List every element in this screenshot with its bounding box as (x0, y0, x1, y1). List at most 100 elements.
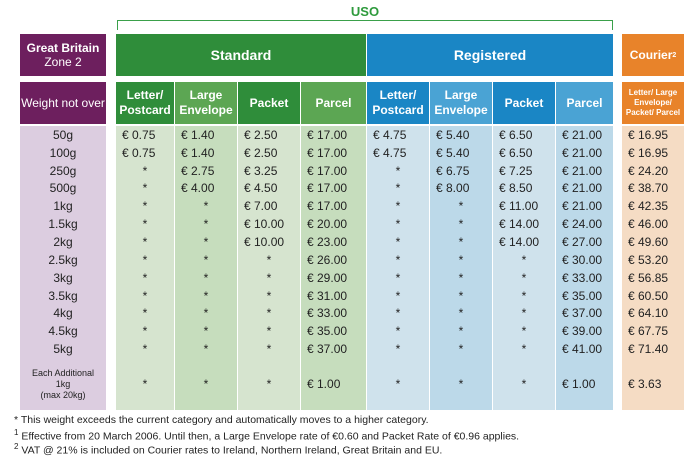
standard-packet-cell: * (266, 342, 272, 357)
registered-large-cell: * (458, 199, 464, 214)
courier-cell: € 46.00 (628, 217, 669, 232)
courier-cell: € 16.95 (628, 145, 669, 160)
registered-parcel-cell: € 24.00 (562, 217, 603, 232)
standard-large-cell: * (203, 306, 209, 321)
registered-packet-cell: € 14.00 (499, 234, 540, 249)
registered-packet-cell: * (521, 324, 527, 339)
standard-header: Standard (116, 34, 366, 76)
zone-header: Great Britain Zone 2 (20, 34, 106, 76)
standard-letter-cell: * (142, 270, 148, 285)
standard-packet-additional-cell: * (266, 377, 272, 391)
additional-label-line3: (max 20kg) (40, 389, 86, 400)
weight-cell: 4kg (53, 306, 73, 321)
courier-cell: € 49.60 (628, 234, 669, 249)
zone-subtitle: Zone 2 (44, 55, 82, 69)
standard-packet-cell: € 10.00 (244, 234, 285, 249)
standard-large-cell: € 1.40 (181, 127, 215, 142)
standard-packet-cell: * (266, 288, 272, 303)
standard-large-cell: € 1.40 (181, 145, 215, 160)
registered-packet-cell: € 14.00 (499, 217, 540, 232)
standard-parcel-cell: € 29.00 (307, 270, 348, 285)
standard-packet-cell: € 2.50 (244, 145, 278, 160)
standard-large-cell: * (203, 199, 209, 214)
registered-packet-cell: € 6.50 (499, 145, 533, 160)
subheader-standard-parcel: Parcel (301, 82, 366, 124)
standard-letter-cell: € 0.75 (122, 127, 156, 142)
registered-packet-cell: * (521, 288, 527, 303)
subheader-registered-parcel: Parcel (556, 82, 613, 124)
standard-parcel-cell: € 31.00 (307, 288, 348, 303)
registered-packet-cell: * (521, 306, 527, 321)
registered-packet-cell: * (521, 342, 527, 357)
weight-header: Weight not over (20, 82, 106, 124)
registered-letter-cell: € 4.75 (373, 145, 407, 160)
standard-letter-cell: * (142, 306, 148, 321)
standard-packet-cell: * (266, 252, 272, 267)
weight-cell: 2kg (53, 234, 73, 249)
registered-packet-cell: € 6.50 (499, 127, 533, 142)
courier-cell: € 53.20 (628, 252, 669, 267)
weight-cell: 250g (49, 163, 77, 178)
weight-cell: 3kg (53, 270, 73, 285)
subheader-standard-large: Large Envelope (175, 82, 237, 124)
courier-cell: € 42.35 (628, 199, 669, 214)
registered-header: Registered (367, 34, 613, 76)
weight-cell: 3.5kg (48, 288, 78, 303)
courier-cell: € 16.95 (628, 127, 669, 142)
courier-column-bg (622, 126, 684, 410)
weight-cell: 2.5kg (48, 252, 78, 267)
registered-letter-cell: € 4.75 (373, 127, 407, 142)
weight-cell: 4.5kg (48, 324, 78, 339)
standard-large-cell: € 4.00 (181, 181, 215, 196)
standard-parcel-cell: € 23.00 (307, 234, 348, 249)
weight-cell: 500g (49, 181, 77, 196)
additional-weight-label: Each Additional 1kg (max 20kg) (20, 358, 106, 410)
standard-large-cell: * (203, 234, 209, 249)
standard-letter-cell: * (142, 342, 148, 357)
weight-cell: 1.5kg (48, 217, 78, 232)
registered-parcel-cell: € 39.00 (562, 324, 603, 339)
courier-footnote-marker: 2 (672, 51, 677, 59)
registered-large-cell: € 5.40 (436, 127, 470, 142)
registered-letter-cell: * (395, 217, 401, 232)
registered-parcel-cell: € 27.00 (562, 234, 603, 249)
registered-large-column-bg (430, 126, 492, 410)
registered-parcel-cell: € 33.00 (562, 270, 603, 285)
rate-rows: 50g € 0.75 € 1.40 € 2.50 € 17.00 € 4.75 € 5.40… (0, 126, 700, 358)
standard-packet-cell: * (266, 270, 272, 285)
standard-packet-cell: € 4.50 (244, 181, 278, 196)
standard-parcel-cell: € 17.00 (307, 145, 348, 160)
registered-letter-cell: * (395, 234, 401, 249)
standard-packet-cell: € 2.50 (244, 127, 278, 142)
registered-parcel-cell: € 21.00 (562, 163, 603, 178)
weight-cell: 5kg (53, 342, 73, 357)
registered-letter-cell: * (395, 324, 401, 339)
registered-packet-cell: € 7.25 (499, 163, 533, 178)
standard-letter-cell: * (142, 234, 148, 249)
standard-parcel-cell: € 37.00 (307, 342, 348, 357)
registered-parcel-cell: € 30.00 (562, 252, 603, 267)
courier-cell: € 71.40 (628, 342, 669, 357)
additional-label-line1: Each Additional (31, 367, 95, 378)
standard-packet-column-bg (238, 126, 300, 410)
weight-cell: 100g (49, 145, 77, 160)
registered-parcel-cell: € 41.00 (562, 342, 603, 357)
registered-letter-cell: * (395, 270, 401, 285)
standard-parcel-cell: € 17.00 (307, 181, 348, 196)
uso-label: USO (350, 4, 380, 19)
registered-large-additional-cell: * (458, 377, 464, 391)
registered-letter-column-bg (367, 126, 429, 410)
registered-letter-additional-cell: * (395, 377, 401, 391)
registered-letter-cell: * (395, 199, 401, 214)
subheader-courier: Letter/ Large Envelope/ Packet/ Parcel (622, 82, 684, 124)
registered-letter-cell: * (395, 252, 401, 267)
standard-parcel-cell: € 17.00 (307, 199, 348, 214)
standard-parcel-cell: € 33.00 (307, 306, 348, 321)
registered-packet-cell: * (521, 252, 527, 267)
standard-large-cell: € 2.75 (181, 163, 215, 178)
courier-title: Courier (629, 48, 673, 62)
subheader-registered-large: Large Envelope (430, 82, 492, 124)
standard-packet-cell: € 10.00 (244, 217, 285, 232)
additional-row: * * * € 1.00 * * * € 1.00 € 3.63 (0, 358, 700, 410)
standard-large-cell: * (203, 288, 209, 303)
